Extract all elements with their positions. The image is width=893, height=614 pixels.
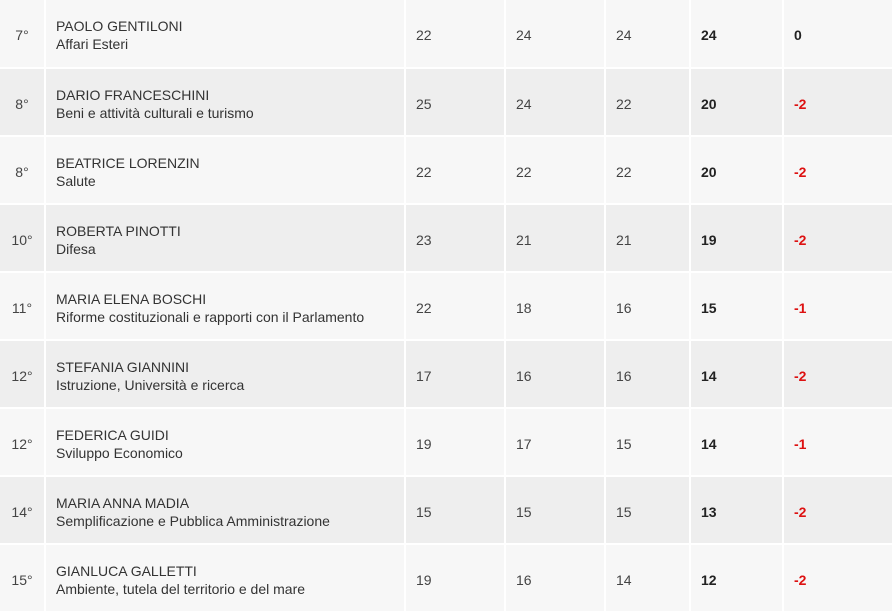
value-cell-2: 22 xyxy=(505,136,606,205)
rank-cell: 14° xyxy=(0,476,46,545)
value-cell-1: 25 xyxy=(405,68,506,137)
value-cell-1: 22 xyxy=(405,136,506,205)
table-row: 12° FEDERICA GUIDI Sviluppo Economico 19 17 1… xyxy=(0,408,893,477)
value-cell-2: 24 xyxy=(505,0,606,69)
value-cell-1: 19 xyxy=(405,544,506,613)
value-cell-2: 15 xyxy=(505,476,606,545)
value-cell-1: 22 xyxy=(405,272,506,341)
rank-cell: 12° xyxy=(0,340,46,409)
delta-cell: -2 xyxy=(783,136,893,205)
delta-cell: -2 xyxy=(783,544,893,613)
delta-cell: -2 xyxy=(783,340,893,409)
minister-cell: BEATRICE LORENZIN Salute xyxy=(45,136,406,205)
rank-cell: 11° xyxy=(0,272,46,341)
rank-cell: 12° xyxy=(0,408,46,477)
rank-cell: 15° xyxy=(0,544,46,613)
minister-cell: DARIO FRANCESCHINI Beni e attività cultur… xyxy=(45,68,406,137)
value-cell-1: 15 xyxy=(405,476,506,545)
value-cell-3: 15 xyxy=(605,408,691,477)
minister-name: STEFANIA GIANNINI xyxy=(56,359,190,375)
delta-cell: -2 xyxy=(783,204,893,273)
rank-cell: 7° xyxy=(0,0,46,69)
minister-cell: GIANLUCA GALLETTI Ambiente, tutela del te… xyxy=(45,544,406,613)
value-cell-2: 18 xyxy=(505,272,606,341)
current-value-cell: 20 xyxy=(690,136,784,205)
value-cell-3: 15 xyxy=(605,476,691,545)
current-value-cell: 19 xyxy=(690,204,784,273)
value-cell-1: 17 xyxy=(405,340,506,409)
ministry-label: Riforme costituzionali e rapporti con il… xyxy=(56,309,365,325)
table-row: 10° ROBERTA PINOTTI Difesa 23 21 21 19 -2 xyxy=(0,204,893,273)
current-value-cell: 13 xyxy=(690,476,784,545)
minister-name: ROBERTA PINOTTI xyxy=(56,223,181,239)
delta-cell: 0 xyxy=(783,0,893,69)
value-cell-3: 22 xyxy=(605,136,691,205)
value-cell-3: 16 xyxy=(605,340,691,409)
minister-cell: PAOLO GENTILONI Affari Esteri xyxy=(45,0,406,69)
delta-cell: -2 xyxy=(783,476,893,545)
table-row: 12° STEFANIA GIANNINI Istruzione, Universi… xyxy=(0,340,893,409)
ministry-label: Salute xyxy=(56,173,96,189)
ministry-label: Ambiente, tutela del territorio e del ma… xyxy=(56,581,306,597)
rank-cell: 8° xyxy=(0,136,46,205)
value-cell-2: 16 xyxy=(505,544,606,613)
table-row: 15° GIANLUCA GALLETTI Ambiente, tutela del… xyxy=(0,544,893,613)
current-value-cell: 20 xyxy=(690,68,784,137)
table-row: 14° MARIA ANNA MADIA Semplificazione e Pub… xyxy=(0,476,893,545)
minister-cell: MARIA ANNA MADIA Semplificazione e Pubbli… xyxy=(45,476,406,545)
table-row: 8° DARIO FRANCESCHINI Beni e attività cult… xyxy=(0,68,893,137)
ministry-label: Semplificazione e Pubblica Amministrazio… xyxy=(56,513,330,529)
value-cell-1: 23 xyxy=(405,204,506,273)
ministry-label: Affari Esteri xyxy=(56,36,129,52)
current-value-cell: 24 xyxy=(690,0,784,69)
minister-name: PAOLO GENTILONI xyxy=(56,18,183,34)
ministry-label: Sviluppo Economico xyxy=(56,445,183,461)
current-value-cell: 14 xyxy=(690,408,784,477)
current-value-cell: 14 xyxy=(690,340,784,409)
value-cell-2: 21 xyxy=(505,204,606,273)
minister-name: GIANLUCA GALLETTI xyxy=(56,563,197,579)
minister-cell: ROBERTA PINOTTI Difesa xyxy=(45,204,406,273)
value-cell-2: 17 xyxy=(505,408,606,477)
table-row: 8° BEATRICE LORENZIN Salute 22 22 22 20 -2 xyxy=(0,136,893,205)
rank-cell: 10° xyxy=(0,204,46,273)
value-cell-3: 21 xyxy=(605,204,691,273)
minister-name: DARIO FRANCESCHINI xyxy=(56,87,210,103)
delta-cell: -1 xyxy=(783,408,893,477)
minister-cell: STEFANIA GIANNINI Istruzione, Università … xyxy=(45,340,406,409)
table-row: 11° MARIA ELENA BOSCHI Riforme costituzion… xyxy=(0,272,893,341)
value-cell-1: 19 xyxy=(405,408,506,477)
delta-cell: -1 xyxy=(783,272,893,341)
value-cell-3: 22 xyxy=(605,68,691,137)
minister-cell: FEDERICA GUIDI Sviluppo Economico xyxy=(45,408,406,477)
value-cell-3: 14 xyxy=(605,544,691,613)
current-value-cell: 12 xyxy=(690,544,784,613)
minister-name: MARIA ANNA MADIA xyxy=(56,495,190,511)
delta-cell: -2 xyxy=(783,68,893,137)
value-cell-2: 24 xyxy=(505,68,606,137)
ministry-label: Istruzione, Università e ricerca xyxy=(56,377,245,393)
current-value-cell: 15 xyxy=(690,272,784,341)
value-cell-3: 24 xyxy=(605,0,691,69)
minister-name: FEDERICA GUIDI xyxy=(56,427,169,443)
ministry-label: Difesa xyxy=(56,241,96,257)
value-cell-1: 22 xyxy=(405,0,506,69)
value-cell-2: 16 xyxy=(505,340,606,409)
value-cell-3: 16 xyxy=(605,272,691,341)
table-row: 7° PAOLO GENTILONI Affari Esteri 22 24 24 24 0 xyxy=(0,0,893,69)
minister-name: MARIA ELENA BOSCHI xyxy=(56,291,207,307)
minister-cell: MARIA ELENA BOSCHI Riforme costituzionali… xyxy=(45,272,406,341)
minister-name: BEATRICE LORENZIN xyxy=(56,155,200,171)
ministry-label: Beni e attività culturali e turismo xyxy=(56,105,254,121)
rank-cell: 8° xyxy=(0,68,46,137)
